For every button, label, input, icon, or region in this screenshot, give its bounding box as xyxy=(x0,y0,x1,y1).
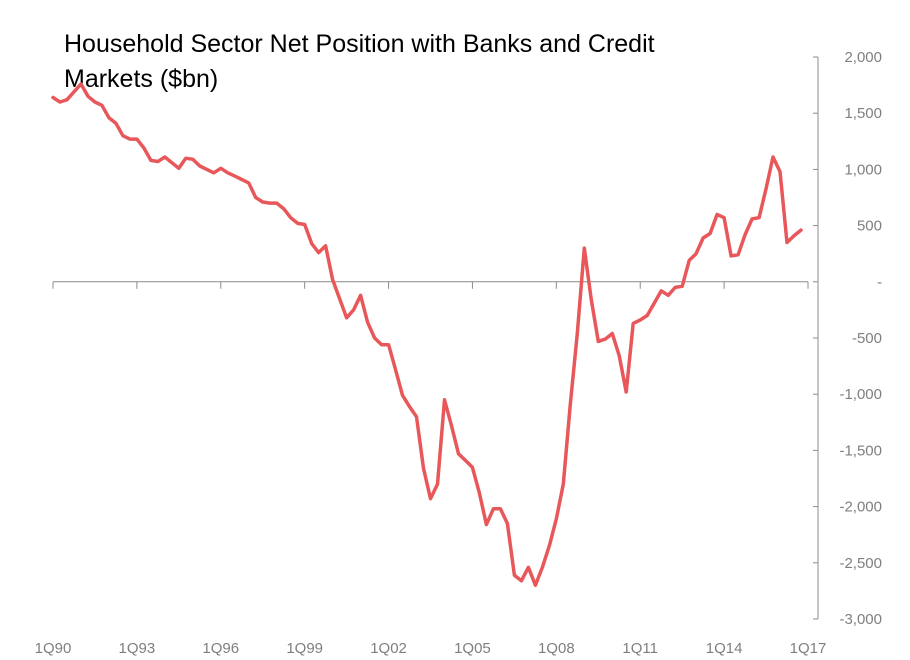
y-tick-label: -2,000 xyxy=(839,499,882,516)
y-tick-label: -1,000 xyxy=(839,386,882,403)
x-tick-label: 1Q17 xyxy=(790,640,827,657)
x-tick-label: 1Q90 xyxy=(35,640,72,657)
y-tick-label: -500 xyxy=(852,330,882,347)
series-line xyxy=(51,82,803,588)
x-tick-label: 1Q99 xyxy=(286,640,323,657)
axes: 1Q90 1Q93 1Q96 1Q99 1Q02 1Q05 1Q08 1Q11 1Q14 1Q17… xyxy=(35,49,882,657)
y-tick-label: 1,500 xyxy=(844,105,882,122)
x-tick-label: 1Q02 xyxy=(370,640,407,657)
y-tick-label: 500 xyxy=(857,218,882,235)
x-tick-label: 1Q05 xyxy=(454,640,491,657)
y-tick-label: -3,000 xyxy=(839,611,882,628)
y-tick-label: - xyxy=(877,274,882,291)
x-tick-label: 1Q11 xyxy=(622,640,658,657)
y-tick-label: -1,500 xyxy=(839,442,882,459)
x-tick-label: 1Q14 xyxy=(706,640,743,657)
y-tick-label: 2,000 xyxy=(844,49,882,66)
chart-title-line-1: Household Sector Net Position with Banks… xyxy=(64,30,655,58)
x-tick-label: 1Q93 xyxy=(119,640,156,657)
x-tick-label: 1Q96 xyxy=(202,640,239,657)
series-layer xyxy=(51,82,803,588)
y-tick-label: 1,000 xyxy=(844,161,882,178)
x-tick-label: 1Q08 xyxy=(538,640,575,657)
chart-title-line-2: Markets ($bn) xyxy=(64,65,218,93)
y-tick-label: -2,500 xyxy=(839,555,882,572)
